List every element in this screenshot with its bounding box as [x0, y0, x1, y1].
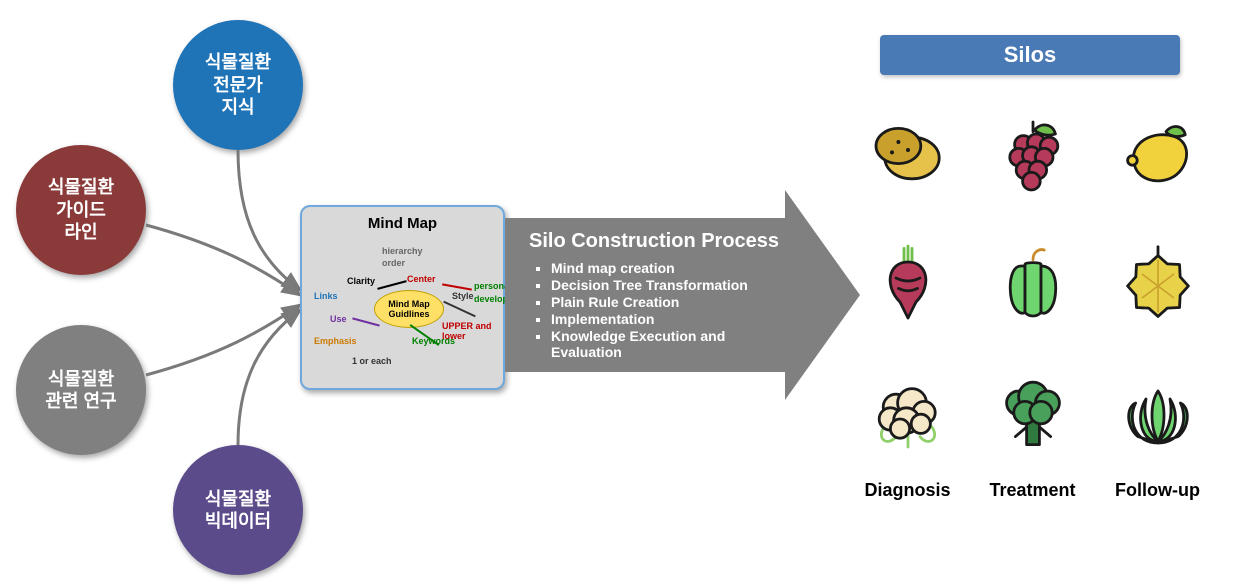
mindmap-branch-line: [377, 280, 406, 290]
mindmap-word: Clarity: [347, 276, 375, 286]
mindmap-center: Mind Map Guidlines: [374, 290, 444, 328]
silos-column-labels: Diagnosis Treatment Follow-up: [860, 480, 1205, 501]
input-circle-c1: 식물질환 전문가 지식: [173, 20, 303, 150]
mindmap-word: Links: [314, 291, 338, 301]
cabbage-icon: [1110, 362, 1205, 460]
process-step: Decision Tree Transformation: [551, 277, 785, 293]
process-step: Knowledge Execution and Evaluation: [551, 328, 785, 360]
process-step: Mind map creation: [551, 260, 785, 276]
mindmap-word: Use: [330, 314, 347, 324]
mindmap-word: 1 or each: [352, 356, 392, 366]
input-circle-label: 식물질환 관련 연구: [45, 368, 116, 413]
pepper-icon: [985, 233, 1080, 331]
mindmap-word: Center: [407, 274, 436, 284]
process-arrow-title: Silo Construction Process: [529, 230, 785, 253]
input-circle-label: 식물질환 가이드 라인: [48, 176, 114, 244]
input-circle-c2: 식물질환 가이드 라인: [16, 145, 146, 275]
silos-column-label: Diagnosis: [860, 480, 955, 501]
mindmap-branch-line: [352, 317, 380, 326]
durian-icon: [1110, 233, 1205, 331]
mindmap-branch-line: [442, 283, 472, 290]
mindmap-word: order: [382, 258, 405, 268]
broccoli-icon: [985, 362, 1080, 460]
silos-icon-grid: [860, 105, 1205, 460]
input-circle-c4: 식물질환 빅데이터: [173, 445, 303, 575]
input-circle-label: 식물질환 빅데이터: [205, 488, 271, 533]
mindmap-word: hierarchy: [382, 246, 423, 256]
lemon-icon: [1110, 105, 1205, 203]
mindmap-word: develop: [474, 294, 508, 304]
mindmap-box: Mind Map Mind Map Guidlines Clarity Cente…: [300, 205, 505, 390]
mindmap-word: Style: [452, 291, 474, 301]
process-step: Implementation: [551, 311, 785, 327]
mindmap-word: Emphasis: [314, 336, 357, 346]
silos-badge-label: Silos: [1004, 42, 1057, 68]
potato-icon: [860, 105, 955, 203]
grapes-icon: [985, 105, 1080, 203]
process-arrow-list: Mind map creationDecision Tree Transform…: [529, 259, 785, 361]
process-step: Plain Rule Creation: [551, 294, 785, 310]
silos-badge: Silos: [880, 35, 1180, 75]
process-arrow: Silo Construction Process Mind map creat…: [505, 190, 860, 400]
cauliflower-icon: [860, 362, 955, 460]
input-circle-label: 식물질환 전문가 지식: [205, 51, 271, 119]
mindmap-title: Mind Map: [312, 215, 493, 232]
silos-column-label: Treatment: [985, 480, 1080, 501]
mindmap-branch-line: [443, 301, 476, 318]
mindmap-word: UPPER and lower: [442, 321, 493, 341]
silos-column-label: Follow-up: [1110, 480, 1205, 501]
beet-icon: [860, 233, 955, 331]
input-circle-c3: 식물질환 관련 연구: [16, 325, 146, 455]
